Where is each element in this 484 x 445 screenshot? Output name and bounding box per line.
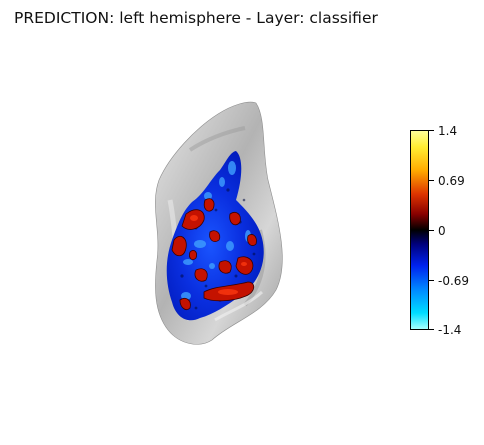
- colorbar-tick: [429, 329, 434, 330]
- colorbar-tick: [429, 130, 434, 131]
- colorbar-tick-label: 1.4: [438, 124, 458, 138]
- colorbar-tick: [429, 230, 434, 231]
- colorbar-tick: [429, 280, 434, 281]
- colorbar-tick-label: -0.69: [438, 274, 470, 288]
- colorbar-tick-label: 0: [438, 224, 446, 238]
- colorbar: [410, 130, 429, 330]
- colorbar-tick-label: -1.4: [438, 323, 462, 337]
- colorbar-tick-label: 0.69: [438, 174, 465, 188]
- colorbar-tick: [429, 180, 434, 181]
- figure-title: PREDICTION: left hemisphere - Layer: cla…: [14, 9, 378, 27]
